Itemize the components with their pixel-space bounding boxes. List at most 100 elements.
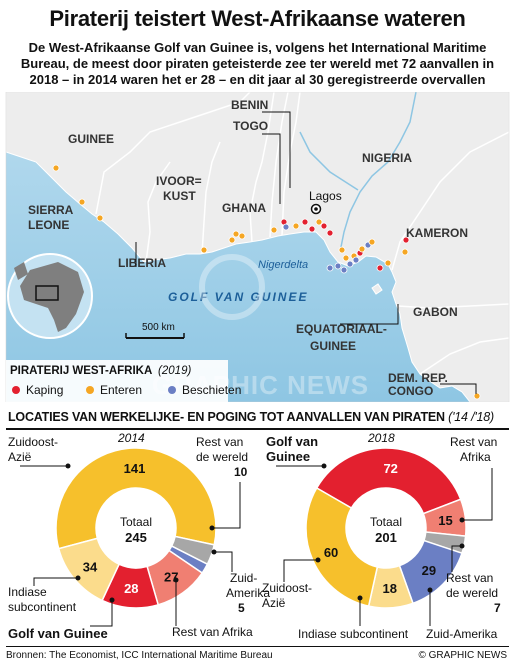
svg-text:Zuid-: Zuid- bbox=[230, 571, 257, 585]
total-label: Totaal bbox=[120, 515, 152, 529]
delta-label: Nigerdelta bbox=[258, 259, 308, 271]
intro-line: De West-Afrikaanse Golf van Guinee is, v… bbox=[28, 40, 487, 55]
country-label: LEONE bbox=[28, 218, 69, 232]
lagos-marker bbox=[310, 203, 322, 215]
country-label: TOGO bbox=[233, 119, 268, 133]
incident-marker bbox=[282, 223, 290, 231]
incident-marker bbox=[376, 264, 384, 272]
incident-marker bbox=[308, 225, 316, 233]
sources: Bronnen: The Economist, ICC Internationa… bbox=[6, 650, 273, 661]
incident-marker bbox=[352, 256, 360, 264]
legend-label: Kaping bbox=[26, 383, 63, 397]
incident-marker bbox=[340, 266, 348, 274]
svg-text:Amerika: Amerika bbox=[226, 586, 270, 600]
total-value: 201 bbox=[375, 530, 397, 545]
year-2014: 2014 bbox=[117, 431, 145, 445]
svg-text:Indiase: Indiase bbox=[8, 585, 47, 599]
incident-marker bbox=[401, 248, 409, 256]
incident-marker bbox=[326, 229, 334, 237]
svg-text:de wereld: de wereld bbox=[446, 586, 498, 600]
svg-text:PIRATERIJ WEST-AFRIKA (2: PIRATERIJ WEST-AFRIKA (2019) bbox=[10, 365, 191, 377]
donut-slice bbox=[305, 486, 379, 607]
legend-swatch bbox=[12, 386, 20, 394]
slice-value-label: 18 bbox=[383, 581, 397, 596]
incident-marker bbox=[232, 230, 240, 238]
incident-marker bbox=[368, 238, 376, 246]
country-label: GABON bbox=[413, 305, 458, 319]
section-rule bbox=[6, 428, 509, 430]
svg-text:Indiase subcontinent: Indiase subcontinent bbox=[298, 627, 409, 641]
svg-text:7: 7 bbox=[494, 601, 501, 615]
niger-river bbox=[299, 92, 417, 253]
svg-text:subcontinent: subcontinent bbox=[8, 600, 77, 614]
donut-hole bbox=[348, 490, 424, 566]
year-2018: 2018 bbox=[367, 431, 395, 445]
svg-text:Rest van Afrika: Rest van Afrika bbox=[172, 625, 253, 639]
svg-text:Zuidoost-: Zuidoost- bbox=[8, 435, 58, 449]
callouts-2014: Zuidoost- Azië Rest van de wereld 10 Zui… bbox=[8, 435, 270, 641]
incident-marker bbox=[384, 259, 392, 267]
intro-text: De West-Afrikaanse Golf van Guinee is, v… bbox=[6, 40, 509, 88]
incident-marker bbox=[334, 262, 342, 270]
incident-marker bbox=[78, 198, 86, 206]
slice-value-label: 28 bbox=[124, 581, 138, 596]
incident-marker bbox=[473, 392, 481, 400]
country-label: DEM. REP. bbox=[388, 371, 448, 385]
svg-text:Golf van Guinee: Golf van Guinee bbox=[8, 626, 108, 641]
intro-line: 2018 – in 2014 waren het er 28 – en dit … bbox=[29, 72, 486, 87]
sea-label: GOLF VAN GUINEE bbox=[168, 290, 308, 304]
country-label: NIGERIA bbox=[362, 151, 412, 165]
country-label: GUINEE bbox=[68, 132, 114, 146]
incident-marker bbox=[238, 232, 246, 240]
svg-text:de wereld: de wereld bbox=[196, 450, 248, 464]
incident-marker bbox=[301, 218, 309, 226]
country-label: LIBERIA bbox=[118, 256, 166, 270]
svg-text:Golf van: Golf van bbox=[266, 434, 318, 449]
svg-text:Rest van: Rest van bbox=[196, 435, 243, 449]
country-label: GUINEE bbox=[310, 339, 356, 353]
legend: PIRATERIJ WEST-AFRIKA (2019) Kaping Enter… bbox=[6, 360, 241, 402]
incident-marker bbox=[315, 218, 323, 226]
incident-marker bbox=[96, 214, 104, 222]
incident-marker bbox=[52, 164, 60, 172]
incident-marker bbox=[326, 264, 334, 272]
slice-value-label: 72 bbox=[383, 461, 397, 476]
incident-marker bbox=[292, 222, 300, 230]
incident-marker bbox=[346, 260, 354, 268]
legend-label: Beschieten bbox=[182, 383, 241, 397]
country-label: SIERRA bbox=[28, 203, 74, 217]
incident-marker bbox=[402, 236, 410, 244]
land bbox=[6, 92, 509, 402]
svg-text:Guinee: Guinee bbox=[266, 449, 310, 464]
callout-lines bbox=[135, 111, 477, 394]
slice-value-label: 141 bbox=[124, 461, 146, 476]
incident-marker bbox=[270, 226, 278, 234]
slice-value-label: 15 bbox=[438, 513, 452, 528]
svg-text:Azië: Azië bbox=[8, 450, 32, 464]
country-label: GHANA bbox=[222, 201, 266, 215]
legend-swatch bbox=[86, 386, 94, 394]
scale-bar: 500 km bbox=[125, 322, 185, 339]
svg-text:Zuid-Amerika: Zuid-Amerika bbox=[426, 627, 498, 641]
svg-text:Rest van: Rest van bbox=[450, 435, 497, 449]
svg-text:Azië: Azië bbox=[262, 596, 286, 610]
incident-marker bbox=[320, 222, 328, 230]
intro-line: Bureau, de meest door piraten geteisterd… bbox=[20, 56, 495, 71]
total-label: Totaal bbox=[370, 515, 402, 529]
legend-swatch bbox=[168, 386, 176, 394]
svg-text:5: 5 bbox=[238, 601, 245, 615]
page-title: Piraterij teistert West-Afrikaanse water… bbox=[49, 6, 466, 31]
footer-rule bbox=[6, 646, 509, 647]
credit: © GRAPHIC NEWS bbox=[418, 650, 508, 661]
donut-slice bbox=[55, 447, 217, 550]
incident-marker bbox=[200, 246, 208, 254]
svg-text:Rest van: Rest van bbox=[446, 571, 493, 585]
country-label: BENIN bbox=[231, 98, 268, 112]
country-label: CONGO bbox=[388, 384, 433, 398]
incident-markers bbox=[52, 164, 481, 400]
incident-marker bbox=[342, 254, 350, 262]
slice-value-label: 60 bbox=[324, 545, 338, 560]
